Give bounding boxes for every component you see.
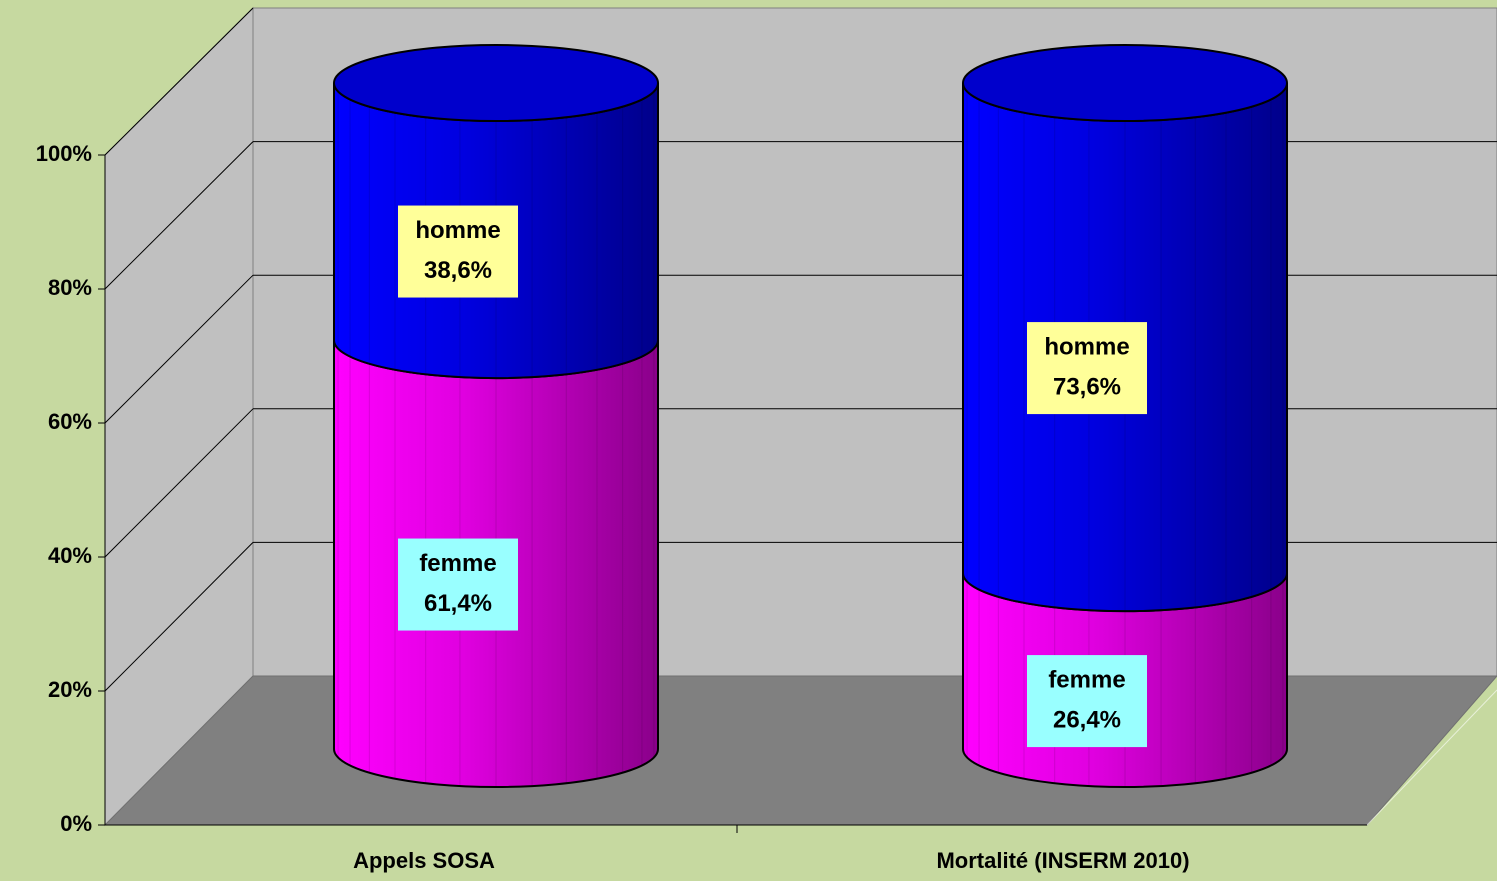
y-tick-label: 0%	[60, 811, 92, 836]
data-label-box	[1027, 655, 1147, 748]
x-tick-label: Appels SOSA	[353, 848, 495, 873]
data-label: 26,4%	[1053, 706, 1121, 733]
floor	[103, 675, 1497, 826]
cylinder-top	[962, 44, 1288, 122]
x-tick-label: Mortalité (INSERM 2010)	[936, 848, 1189, 873]
floor-edge	[1366, 689, 1497, 826]
y-tick-label: 60%	[48, 409, 92, 434]
y-tick-label: 20%	[48, 677, 92, 702]
grid-line	[104, 7, 254, 156]
data-label-box	[1027, 322, 1147, 415]
data-label-box	[398, 538, 518, 631]
grid-line	[104, 542, 254, 692]
y-tick-label: 100%	[36, 141, 92, 166]
data-label-name: femme	[1048, 666, 1125, 693]
data-label: 61,4%	[424, 590, 492, 617]
data-label-name: homme	[415, 217, 500, 244]
grid-line	[104, 408, 254, 558]
grid-line	[104, 274, 254, 424]
data-label-name: homme	[1044, 333, 1129, 360]
data-label-name: femme	[419, 550, 496, 577]
data-label: 38,6%	[424, 257, 492, 284]
data-label: 73,6%	[1053, 373, 1121, 400]
grid-line	[104, 141, 254, 290]
data-label-box	[398, 205, 518, 298]
y-tick-label: 40%	[48, 543, 92, 568]
y-tick-label: 80%	[48, 275, 92, 300]
cylinder-top	[333, 44, 659, 122]
